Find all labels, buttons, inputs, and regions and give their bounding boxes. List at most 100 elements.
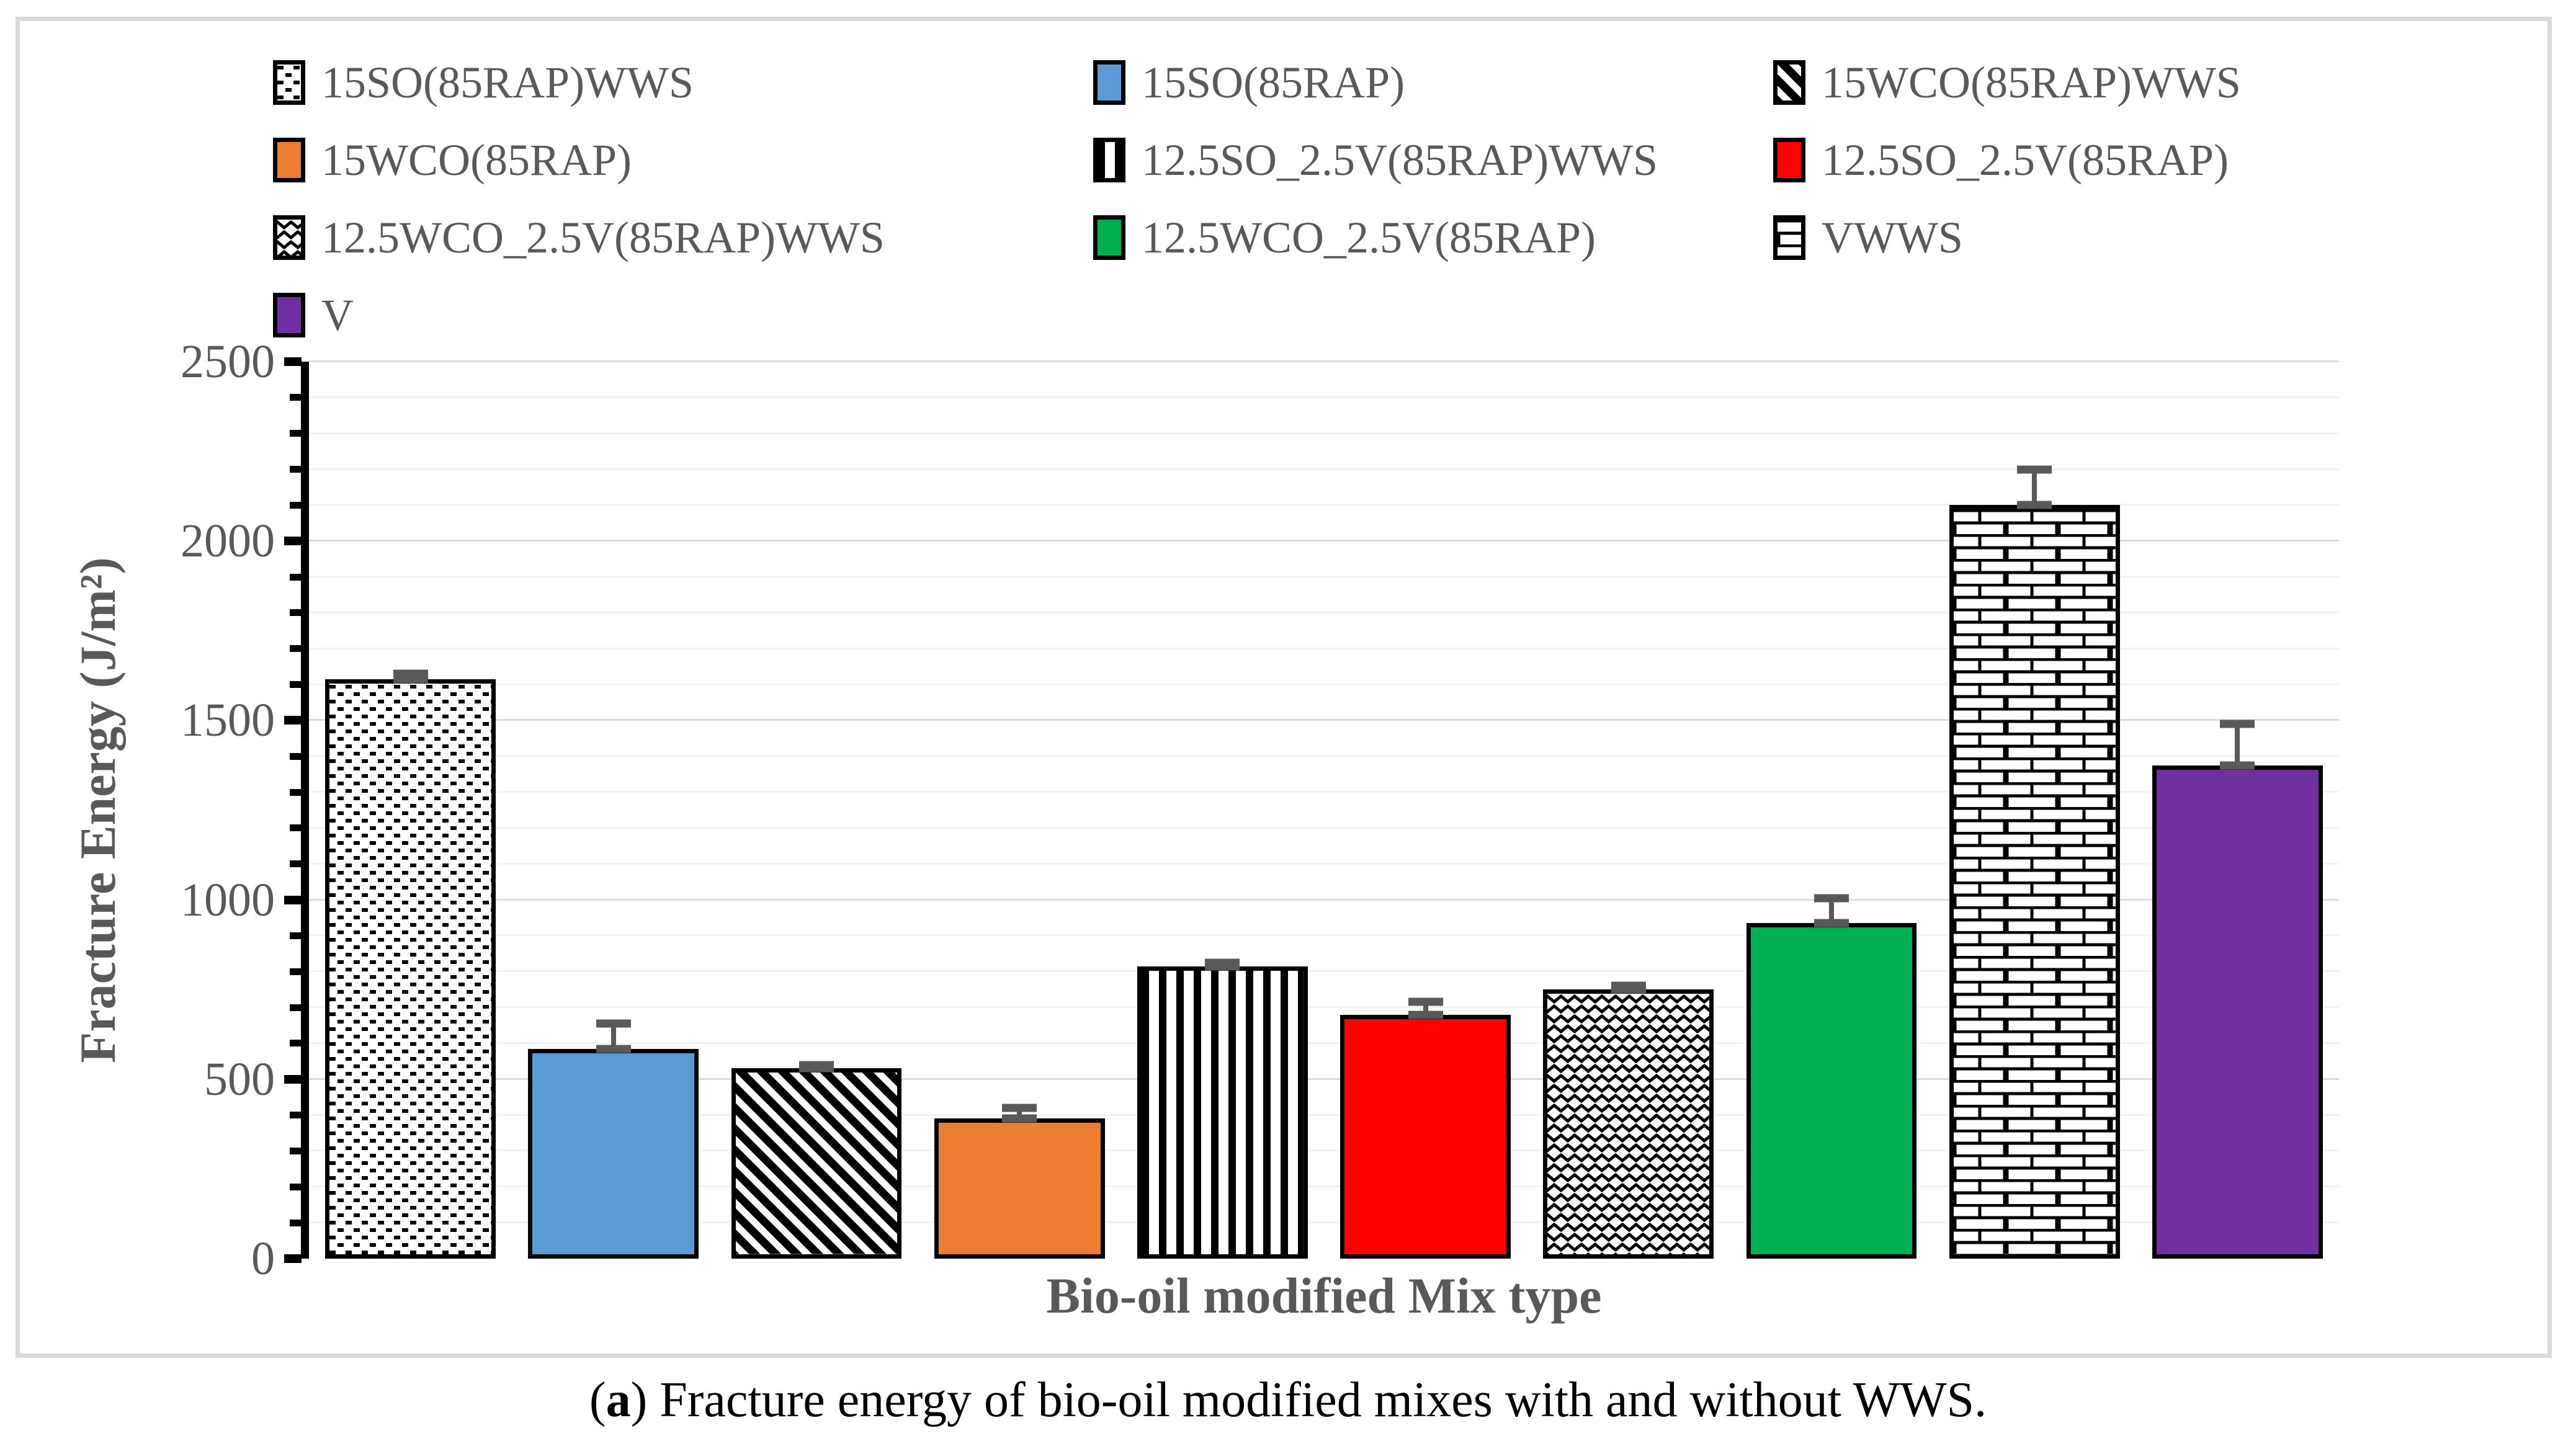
y-tick-minor	[290, 932, 302, 939]
gridline-minor	[309, 970, 2339, 973]
legend-label: VWWS	[1822, 212, 1963, 262]
error-bar-15SO(85RAP)	[596, 1019, 631, 1053]
error-bar-cap-top	[1814, 894, 1849, 903]
legend-item-12.5SO_2.5V(85RAP): 12.5SO_2.5V(85RAP)	[1773, 135, 2394, 185]
error-bar-cap-bottom	[393, 675, 428, 684]
gridline-minor	[309, 504, 2339, 506]
bar-fill	[1344, 1019, 1507, 1254]
bar-VWWS	[1949, 505, 2120, 1259]
legend-label: 15SO(85RAP)	[1142, 57, 1405, 107]
caption-paren-open: (	[589, 1373, 606, 1427]
legend-item-VWWS: VWWS	[1773, 215, 2394, 260]
legend-swatch-icon	[1093, 215, 1125, 260]
y-tick-minor	[290, 430, 302, 437]
error-bar-15WCO(85RAP)	[1002, 1104, 1037, 1123]
bar-V	[2152, 765, 2323, 1259]
bar-fill	[2156, 769, 2319, 1254]
bar-12.5SO_2.5V(85RAP)WWS	[1137, 966, 1308, 1259]
error-bar-cap-top	[596, 1019, 631, 1028]
dots-pattern-fill	[329, 683, 492, 1254]
gridline-minor	[309, 934, 2339, 937]
error-bar-VWWS	[2017, 465, 2052, 509]
legend-item-V: V	[273, 290, 1093, 340]
error-bar-cap-bottom	[1814, 919, 1849, 927]
zigzag-pattern-fill	[1547, 994, 1710, 1254]
vertical-pattern-fill	[1098, 141, 1121, 178]
brick-pattern-fill	[1778, 219, 1801, 256]
error-bar-cap-bottom	[1408, 1010, 1443, 1019]
bar-fill	[1098, 64, 1121, 100]
gridline-minor	[309, 1221, 2339, 1224]
bar-fill	[1098, 219, 1121, 256]
error-bar-cap-bottom	[1611, 985, 1646, 994]
y-tick-minor	[290, 609, 302, 617]
error-bar-line	[1017, 1108, 1022, 1119]
error-bar-cap-bottom	[2220, 761, 2255, 770]
bar-15WCO(85RAP)	[934, 1118, 1105, 1259]
legend: 15SO(85RAP)WWS 15SO(85RAP) 15WCO(85RAP)WWS…	[273, 43, 2413, 354]
gridline-minor	[309, 755, 2339, 757]
legend-swatch-icon	[273, 215, 305, 260]
legend-label: 12.5SO_2.5V(85RAP)	[1822, 135, 2229, 185]
bar-15SO(85RAP)	[528, 1048, 699, 1259]
legend-label: 15WCO(85RAP)	[321, 135, 632, 185]
legend-swatch-icon	[273, 137, 305, 182]
legend-label: V	[321, 290, 354, 340]
legend-item-15WCO(85RAP): 15WCO(85RAP)	[273, 135, 1093, 185]
error-bar-line	[1829, 898, 1834, 924]
y-tick-major	[284, 1074, 302, 1084]
y-tick-label: 2500	[181, 336, 275, 388]
error-bar-line	[2032, 469, 2037, 506]
y-tick-label: 1500	[181, 694, 275, 747]
gridline-major	[309, 719, 2339, 721]
y-tick-major	[284, 537, 302, 546]
bar-fill	[1750, 927, 1913, 1254]
legend-item-15SO(85RAP)WWS: 15SO(85RAP)WWS	[273, 60, 1093, 105]
error-bar-cap-top	[1002, 1104, 1037, 1112]
y-tick-major	[284, 1254, 302, 1263]
bar-15WCO(85RAP)WWS	[731, 1068, 902, 1259]
dots-pattern-fill	[277, 64, 301, 100]
y-tick-label: 1000	[181, 873, 275, 926]
legend-item-15WCO(85RAP)WWS: 15WCO(85RAP)WWS	[1773, 60, 2394, 105]
error-bar-15WCO(85RAP)WWS	[799, 1061, 834, 1073]
y-axis-line	[301, 362, 309, 1259]
legend-item-12.5WCO_2.5V(85RAP): 12.5WCO_2.5V(85RAP)	[1093, 215, 1773, 260]
y-tick-minor	[290, 968, 302, 975]
gridline-minor	[309, 396, 2339, 398]
diagonal-pattern-fill	[1778, 64, 1801, 100]
error-bar-cap-bottom	[596, 1045, 631, 1053]
bar-fill	[938, 1123, 1101, 1254]
legend-label: 15SO(85RAP)WWS	[321, 57, 694, 107]
gridline-minor	[309, 1113, 2339, 1116]
legend-item-12.5SO_2.5V(85RAP)WWS: 12.5SO_2.5V(85RAP)WWS	[1093, 137, 1773, 182]
y-tick-label: 500	[204, 1053, 275, 1105]
caption-letter: a	[606, 1373, 631, 1427]
gridline-minor	[309, 683, 2339, 685]
error-bar-cap-top	[1408, 997, 1443, 1006]
bar-fill	[532, 1053, 695, 1254]
y-tick-minor	[290, 860, 302, 868]
y-tick-minor	[290, 752, 302, 760]
diagonal-pattern-fill	[735, 1073, 898, 1254]
legend-swatch-icon	[1773, 215, 1805, 260]
gridline-minor	[309, 468, 2339, 470]
gridline-minor	[309, 862, 2339, 865]
y-tick-label: 0	[251, 1233, 275, 1285]
y-tick-label: 2000	[181, 515, 275, 568]
y-tick-major	[284, 716, 302, 725]
y-tick-minor	[290, 681, 302, 689]
bar-12.5SO_2.5V(85RAP)	[1340, 1014, 1511, 1259]
error-bar-line	[1423, 1002, 1428, 1015]
legend-swatch-icon	[1093, 137, 1125, 182]
y-tick-minor	[290, 501, 302, 509]
gridline-major	[309, 1077, 2339, 1080]
gridline-major	[309, 360, 2339, 362]
gridline-minor	[309, 576, 2339, 578]
legend-swatch-icon	[273, 60, 305, 105]
y-tick-major	[284, 357, 302, 366]
gridline-minor	[309, 611, 2339, 613]
gridline-major	[309, 540, 2339, 542]
bar-fill	[277, 297, 301, 333]
